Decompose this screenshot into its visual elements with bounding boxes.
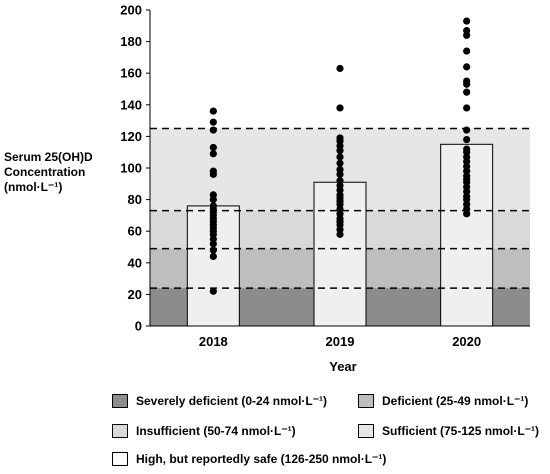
legend-item-deficient: Deficient (25-49 nmol·L⁻¹) [358, 394, 528, 408]
data-point [463, 126, 471, 134]
data-point [209, 118, 217, 126]
y-tick-label: 40 [128, 255, 142, 270]
data-point [463, 145, 471, 153]
data-point [209, 246, 217, 254]
legend-swatch [358, 424, 374, 438]
data-point [209, 126, 217, 134]
data-point [336, 153, 344, 161]
data-point [463, 104, 471, 112]
legend-swatch [112, 452, 128, 466]
data-point [209, 202, 217, 210]
x-tick-label: 2018 [199, 334, 228, 349]
data-point [463, 77, 471, 85]
data-point [209, 107, 217, 115]
legend-label: Sufficient (75-125 nmol·L⁻¹) [382, 424, 540, 438]
data-point [209, 167, 217, 175]
data-point [336, 64, 344, 73]
y-tick-label: 140 [120, 97, 142, 112]
data-point [336, 159, 344, 167]
y-tick-label: 180 [120, 34, 142, 49]
y-axis-label-line: Serum 25(OH)D [4, 150, 93, 164]
y-tick-label: 60 [128, 224, 142, 239]
legend-swatch [358, 394, 374, 408]
data-point [336, 134, 344, 142]
data-point [209, 143, 217, 152]
legend-label: High, but reportedly safe (126-250 nmol·… [136, 452, 387, 466]
data-point [463, 135, 471, 144]
legend-swatch [112, 424, 128, 438]
data-point [209, 191, 217, 199]
y-tick-label: 160 [120, 66, 142, 81]
y-tick-label: 200 [120, 3, 142, 18]
legend-item-insufficient: Insufficient (50-74 nmol·L⁻¹) [112, 424, 296, 438]
data-point [463, 17, 471, 25]
data-point [209, 150, 217, 158]
legend-label: Insufficient (50-74 nmol·L⁻¹) [136, 424, 296, 438]
data-point [336, 104, 344, 112]
y-tick-label: 100 [120, 161, 142, 176]
y-tick-label: 0 [135, 319, 142, 334]
data-point [463, 88, 471, 96]
legend-item-high-safe: High, but reportedly safe (126-250 nmol·… [112, 452, 386, 466]
x-tick-label: 2020 [452, 334, 481, 349]
x-tick-label: 2019 [326, 334, 355, 349]
y-axis-label: Serum 25(OH)D Concentration (nmol·L⁻¹) [4, 150, 116, 195]
data-point [463, 47, 471, 55]
legend-label: Deficient (25-49 nmol·L⁻¹) [382, 394, 529, 408]
y-axis-label-line: Concentration [4, 165, 86, 179]
y-tick-label: 80 [128, 192, 142, 207]
data-point [336, 177, 344, 185]
data-point [209, 287, 217, 295]
legend-item-sufficient: Sufficient (75-125 nmol·L⁻¹) [358, 424, 539, 438]
x-axis-label: Year [329, 359, 356, 374]
y-tick-labels: 0 20 40 60 80 100 120 140 160 180 200 [120, 3, 150, 334]
data-point [336, 165, 344, 174]
scatter-points [209, 17, 471, 295]
legend-swatch [112, 394, 128, 408]
data-point [463, 63, 471, 71]
data-point [463, 26, 471, 35]
y-tick-label: 120 [120, 129, 142, 144]
y-tick-label: 20 [128, 287, 142, 302]
chart: 0 20 40 60 80 100 120 140 160 180 200 2018 2019 2020… [120, 3, 530, 374]
y-axis-label-line: (nmol·L⁻¹) [4, 180, 63, 194]
legend-item-severely-deficient: Severely deficient (0-24 nmol·L⁻¹) [112, 394, 327, 408]
legend-label: Severely deficient (0-24 nmol·L⁻¹) [136, 394, 328, 408]
data-point [209, 252, 217, 261]
x-tick-labels: 2018 2019 2020 [199, 334, 481, 349]
